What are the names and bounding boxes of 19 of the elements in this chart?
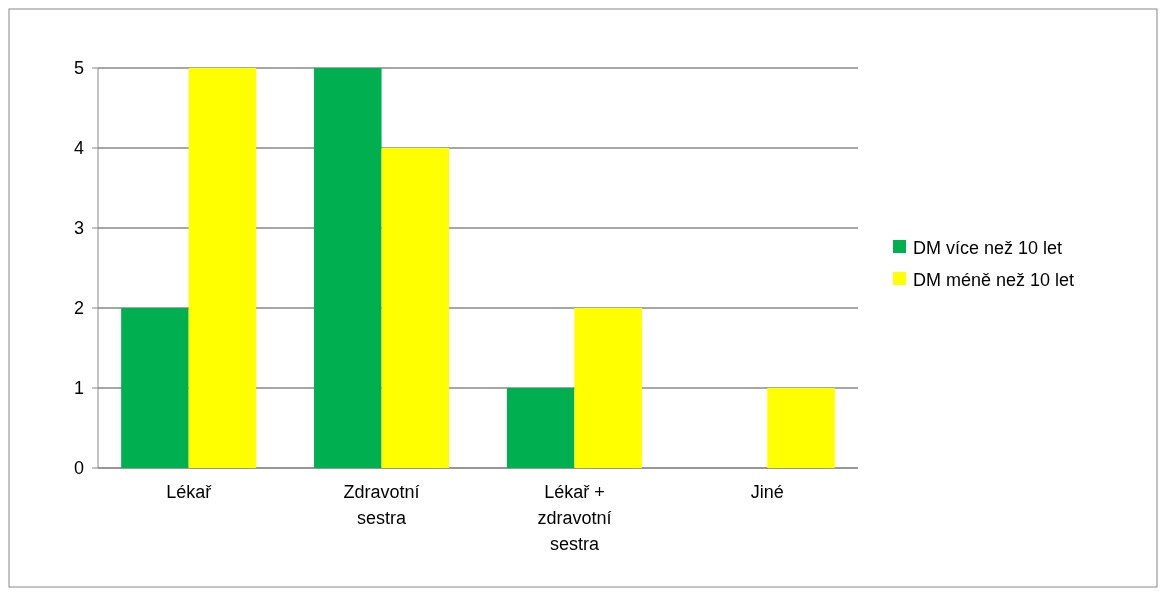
y-tick-label: 3 [73, 218, 84, 239]
y-tick-label: 5 [73, 58, 84, 79]
bar [574, 308, 642, 468]
bar [767, 388, 835, 468]
legend-label: DM méně než 10 let [913, 270, 1075, 291]
y-tick-label: 4 [73, 138, 84, 159]
legend-label: DM více než 10 let [913, 238, 1063, 259]
y-tick-label: 0 [73, 458, 84, 479]
y-tick-label: 2 [73, 298, 84, 319]
x-tick-label: Jiné [750, 482, 784, 502]
x-tick-label: Lékař [166, 482, 213, 502]
x-tick-label: Lékař + zdravotní sestra [537, 482, 612, 554]
bar [121, 308, 189, 468]
bar [506, 388, 575, 468]
bar [314, 68, 382, 468]
x-tick-label: Zdravotní sestra [343, 482, 420, 528]
y-tick-label: 1 [73, 378, 84, 399]
bar [188, 68, 257, 468]
bar [381, 148, 450, 468]
